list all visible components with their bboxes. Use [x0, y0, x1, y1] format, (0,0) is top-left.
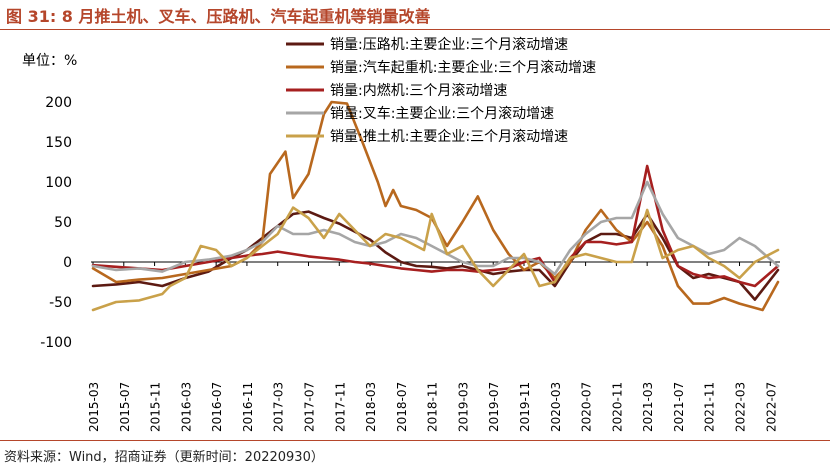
- legend: 销量:压路机:主要企业:三个月滚动增速销量:汽车起重机:主要企业:三个月滚动增速…: [286, 36, 596, 145]
- x-tick-label: 2018-03: [364, 382, 378, 432]
- x-tick-label: 2021-07: [672, 382, 686, 432]
- x-tick-label: 2022-07: [764, 382, 778, 432]
- series-line: [91, 206, 780, 312]
- x-tick-label: 2017-07: [303, 382, 317, 432]
- x-tick-label: 2020-03: [549, 382, 563, 432]
- x-tick-label: 2020-11: [610, 382, 624, 432]
- source-rule: [0, 440, 830, 441]
- figure-title: 图 31: 8 月推土机、叉车、压路机、汽车起重机等销量改善: [6, 7, 431, 26]
- x-tick-label: 2019-07: [487, 382, 501, 432]
- x-tick-label: 2017-03: [272, 382, 286, 432]
- x-tick-label: 2017-11: [333, 382, 347, 432]
- series-lines: [91, 100, 780, 312]
- x-tick-label: 2015-03: [87, 382, 101, 432]
- x-tick-label: 2015-11: [149, 382, 163, 432]
- x-tick-label: 2018-11: [426, 382, 440, 432]
- x-tick-label: 2016-07: [210, 382, 224, 432]
- y-tick-label: 100: [45, 175, 72, 191]
- x-tick-label: 2016-11: [241, 382, 255, 432]
- legend-label: 销量:叉车:主要企业:三个月滚动增速: [330, 105, 554, 122]
- y-tick-label: -100: [40, 335, 72, 351]
- legend-label: 销量:汽车起重机:主要企业:三个月滚动增速: [330, 59, 596, 76]
- y-tick-label: -50: [49, 295, 72, 311]
- line-chart: -100 -50 0 50 100 150 200 2015-03 2015-07 2015-11…: [22, 36, 780, 432]
- x-tick-label: 2015-07: [118, 382, 132, 432]
- y-tick-label: 0: [63, 255, 72, 271]
- x-tick-label: 2021-11: [703, 382, 717, 432]
- x-tick-label: 2018-07: [395, 382, 409, 432]
- series-line: [91, 180, 780, 276]
- legend-label: 销量:内燃机:三个月滚动增速: [330, 82, 507, 99]
- y-tick-label: 50: [54, 215, 72, 231]
- source-note: 资料来源：Wind，招商证券（更新时间：20220930）: [4, 450, 324, 465]
- legend-label: 销量:推土机:主要企业:三个月滚动增速: [330, 128, 568, 145]
- x-tick-label: 2022-03: [734, 382, 748, 432]
- x-tick-label: 2020-07: [580, 382, 594, 432]
- title-rule: [0, 29, 830, 30]
- x-tick-label: 2021-03: [641, 382, 655, 432]
- x-tick-label: 2016-03: [179, 382, 193, 432]
- x-tick-label: 2019-11: [518, 382, 532, 432]
- series-line: [91, 164, 780, 288]
- x-tick-label: 2019-03: [456, 382, 470, 432]
- y-tick-label: 200: [45, 95, 72, 111]
- legend-label: 销量:压路机:主要企业:三个月滚动增速: [330, 36, 568, 53]
- y-axis-label: 单位：%: [22, 53, 77, 69]
- y-tick-label: 150: [45, 135, 72, 151]
